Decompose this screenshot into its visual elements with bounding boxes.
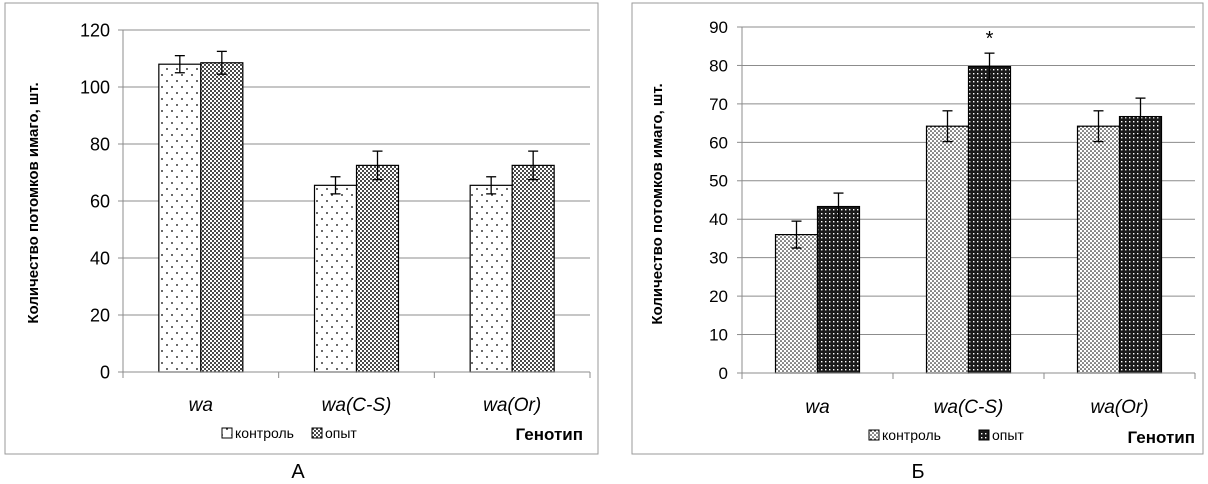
- y-tick-label: 20: [709, 287, 728, 306]
- x-tick-label: wa(C-S): [934, 397, 1004, 418]
- y-tick-label: 60: [90, 191, 110, 211]
- y-tick-label: 120: [80, 20, 110, 40]
- significance-marker: *: [986, 28, 994, 50]
- y-tick-label: 10: [709, 326, 728, 345]
- bar-experiment: [967, 65, 1012, 374]
- chart-b-x-axis-label: Генотип: [1127, 428, 1195, 447]
- chart-a-y-axis-label: Количество потомков имаго, шт.: [25, 82, 42, 323]
- bar-experiment: [200, 62, 244, 373]
- chart-a-error-bars: [174, 50, 539, 195]
- chart-b-bars: [774, 65, 1163, 374]
- y-tick-label: 0: [100, 362, 110, 382]
- legend-label: контроль: [882, 427, 941, 443]
- bar-experiment: [511, 164, 555, 373]
- chart-a-x-axis-label: Генотип: [515, 425, 583, 444]
- legend-label: опыт: [992, 427, 1024, 443]
- chart-b-caption: Б: [911, 461, 924, 483]
- chart-a-caption: А: [291, 461, 305, 483]
- legend-swatch: [221, 427, 233, 439]
- chart-b-legend: контроль опыт: [868, 427, 1024, 443]
- chart-b-annotations: *: [986, 28, 994, 50]
- x-tick-label: wa: [805, 397, 829, 418]
- bar-experiment: [355, 164, 400, 373]
- bar-control: [313, 184, 358, 373]
- chart-b-error-bars: [791, 52, 1146, 249]
- bar-control: [925, 125, 970, 374]
- y-tick-label: 40: [709, 210, 728, 229]
- y-tick-label: 70: [709, 95, 728, 114]
- y-tick-label: 60: [709, 133, 728, 152]
- chart-b-y-tick-labels: 0 10 20 30 40 50 60 70 80 90: [709, 18, 728, 383]
- bar-control: [774, 234, 819, 374]
- chart-a-legend: контроль опыт: [221, 425, 357, 441]
- y-tick-label: 50: [709, 172, 728, 191]
- x-tick-label: wa(C-S): [322, 395, 392, 416]
- chart-a-axes: [118, 29, 591, 378]
- bar-control: [158, 63, 202, 373]
- legend-swatch: [978, 429, 990, 441]
- chart-b: 0 10 20 30 40 50 60 70 80 90 wa wa(C-S) wa(Or) * Ко…: [631, 2, 1204, 455]
- legend-label: контроль: [235, 425, 294, 441]
- y-tick-label: 30: [709, 249, 728, 268]
- y-tick-label: 100: [80, 77, 110, 97]
- y-tick-label: 80: [90, 134, 110, 154]
- bar-experiment: [816, 205, 861, 374]
- x-tick-label: wa: [189, 395, 213, 416]
- y-tick-label: 80: [709, 56, 728, 75]
- chart-a: 0 20 40 60 80 100 120 wa wa(C-S) wa(Or) Количест…: [4, 2, 599, 455]
- bar-control: [1076, 125, 1121, 374]
- y-tick-label: 0: [719, 364, 728, 383]
- bar-experiment: [1118, 115, 1163, 374]
- legend-swatch: [868, 429, 880, 441]
- y-tick-label: 90: [709, 18, 728, 37]
- chart-b-axes: [737, 26, 1196, 379]
- chart-b-x-tick-labels: wa wa(C-S) wa(Or): [805, 397, 1148, 418]
- y-tick-label: 40: [90, 248, 110, 268]
- chart-a-y-tick-labels: 0 20 40 60 80 100 120: [80, 20, 110, 382]
- legend-label: опыт: [325, 425, 357, 441]
- x-tick-label: wa(Or): [483, 395, 541, 416]
- y-tick-label: 20: [90, 305, 110, 325]
- chart-b-y-axis-label: Количество потомков имаго, шт.: [649, 83, 666, 324]
- chart-a-x-tick-labels: wa wa(C-S) wa(Or): [189, 395, 542, 416]
- legend-swatch: [311, 427, 323, 439]
- x-tick-label: wa(Or): [1090, 397, 1148, 418]
- bar-control: [469, 184, 513, 373]
